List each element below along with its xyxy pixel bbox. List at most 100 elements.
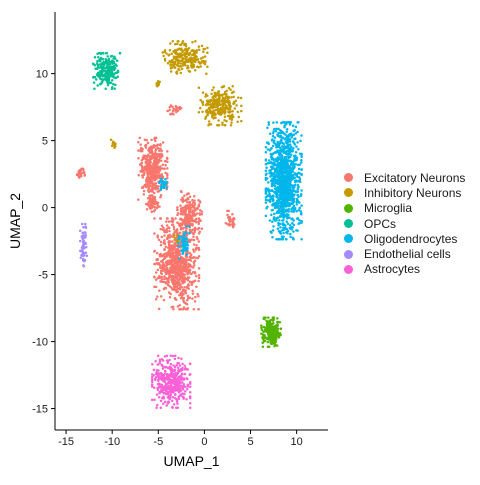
data-point xyxy=(174,55,178,59)
data-point xyxy=(173,62,177,66)
data-point xyxy=(157,176,161,179)
data-point xyxy=(219,108,222,112)
data-point xyxy=(292,147,295,150)
data-point xyxy=(189,207,192,211)
data-point xyxy=(182,385,186,388)
y-tick-label: 0 xyxy=(42,203,48,215)
data-point xyxy=(268,336,271,340)
data-point xyxy=(279,226,282,229)
data-point xyxy=(159,252,162,256)
data-point xyxy=(293,206,297,210)
data-point xyxy=(274,340,277,344)
data-point xyxy=(201,56,205,59)
data-point xyxy=(166,366,170,370)
data-point xyxy=(261,341,264,344)
data-point xyxy=(174,261,178,264)
data-point xyxy=(84,251,88,254)
data-point xyxy=(173,233,176,237)
data-point xyxy=(179,394,183,397)
data-point xyxy=(178,54,181,58)
data-point xyxy=(286,140,290,144)
data-point xyxy=(185,261,188,264)
data-point xyxy=(281,164,284,167)
data-point xyxy=(186,385,190,388)
data-point xyxy=(185,237,189,240)
data-point xyxy=(110,144,114,148)
data-point xyxy=(295,209,298,213)
data-point xyxy=(186,276,190,279)
data-point xyxy=(170,305,173,309)
data-point xyxy=(217,119,220,122)
data-point xyxy=(162,226,165,230)
data-point xyxy=(155,147,158,151)
data-point xyxy=(188,268,192,272)
data-point xyxy=(269,175,272,178)
data-point xyxy=(291,222,294,225)
data-point xyxy=(188,406,192,409)
data-point xyxy=(192,264,196,267)
data-point xyxy=(182,60,186,63)
data-point xyxy=(182,276,186,280)
data-point xyxy=(164,386,168,389)
data-point xyxy=(179,207,183,210)
data-point xyxy=(263,330,266,333)
data-point xyxy=(154,378,157,382)
data-point xyxy=(169,393,173,397)
data-point xyxy=(282,142,285,146)
data-point xyxy=(172,107,176,111)
data-point xyxy=(278,186,281,189)
legend-label-opcs: OPCs xyxy=(364,216,397,231)
data-point xyxy=(186,49,189,53)
data-point xyxy=(286,176,289,180)
data-point xyxy=(174,255,178,258)
data-point xyxy=(146,197,150,200)
data-point xyxy=(300,168,303,172)
data-point xyxy=(180,48,183,52)
legend-key-microglia xyxy=(344,203,353,213)
data-point xyxy=(182,243,186,246)
data-point xyxy=(82,264,86,268)
data-point xyxy=(152,163,155,166)
data-point xyxy=(197,308,200,311)
data-point xyxy=(147,201,150,204)
data-point xyxy=(169,42,172,45)
data-point xyxy=(158,254,162,258)
data-point xyxy=(271,134,275,138)
data-point xyxy=(176,281,180,285)
data-point xyxy=(170,370,173,373)
data-point xyxy=(80,222,84,226)
data-point xyxy=(156,187,160,190)
data-point xyxy=(172,378,175,381)
data-point xyxy=(160,278,164,281)
data-point xyxy=(115,59,119,63)
data-point xyxy=(227,218,231,222)
data-point xyxy=(270,184,274,188)
data-point xyxy=(82,258,85,261)
data-point xyxy=(195,244,198,247)
data-point xyxy=(168,260,171,263)
data-point xyxy=(192,219,196,223)
data-point xyxy=(80,254,83,257)
data-point xyxy=(157,379,160,383)
data-point xyxy=(83,174,86,177)
data-point xyxy=(287,181,290,184)
data-point xyxy=(290,136,294,139)
data-point xyxy=(139,143,142,146)
data-point xyxy=(151,169,155,173)
data-point xyxy=(146,160,149,164)
data-point xyxy=(170,286,173,289)
data-point xyxy=(285,127,289,131)
data-point xyxy=(154,187,157,191)
data-point xyxy=(277,168,281,171)
data-point xyxy=(77,175,81,178)
data-point xyxy=(150,151,153,155)
data-point xyxy=(189,253,193,256)
data-point xyxy=(155,403,159,407)
data-point xyxy=(200,227,204,231)
data-point xyxy=(297,208,301,212)
data-point xyxy=(276,189,280,192)
data-point xyxy=(168,229,171,233)
data-point xyxy=(154,271,158,274)
data-point xyxy=(270,139,274,142)
data-point xyxy=(278,321,282,324)
